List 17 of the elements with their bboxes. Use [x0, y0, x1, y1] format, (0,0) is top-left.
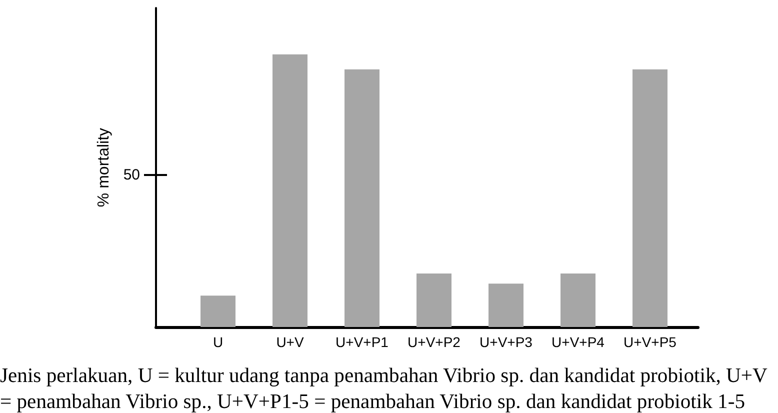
x-tick-label: U+V+P2 — [408, 334, 461, 350]
text: 50 — [123, 166, 140, 184]
x-tick-label: U — [212, 334, 224, 350]
x-tick-label: U+V+P3 — [480, 334, 533, 350]
bar — [632, 69, 668, 327]
bar — [560, 274, 596, 327]
bar — [344, 69, 380, 327]
x-tick-label: U+V — [276, 334, 304, 350]
x-tick-label: U+V+P1 — [336, 334, 389, 350]
bar — [200, 296, 236, 327]
x-tick-label: U+V+P4 — [552, 334, 605, 350]
bar — [488, 284, 524, 327]
y-axis-title: % mortality — [96, 128, 112, 208]
x-tick-label: U+V+P5 — [624, 334, 677, 350]
bar — [272, 54, 308, 327]
x-axis-title: Jenis perlakuan, U = kultur udang tanpa penambahan Vibrio sp. dan kandidat probiotik, U+V = penambahan Vibrio sp., U+V+P1-5 = penambahan Vibrio sp. dan kandidat probiotik 1-5 — [0, 365, 772, 413]
bar — [416, 274, 452, 327]
